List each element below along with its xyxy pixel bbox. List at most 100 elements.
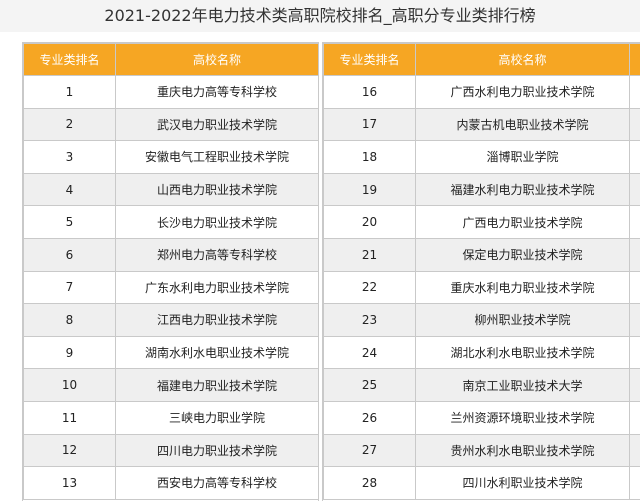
left-table-body: 1 重庆电力高等专科学校 2 武汉电力职业技术学院 3 安徽电气工程职业技术学院 4 山西电力… bbox=[23, 75, 318, 500]
rank-cell: 7 bbox=[23, 270, 116, 305]
rank-cell: 25 bbox=[323, 368, 416, 402]
extra-cell bbox=[629, 433, 640, 468]
school-name-cell: 重庆水利电力职业技术学院 bbox=[415, 270, 630, 305]
table-header-row: 专业类排名 高校名称 bbox=[23, 43, 318, 76]
rank-cell: 26 bbox=[323, 400, 416, 435]
rank-cell: 2 bbox=[23, 107, 116, 142]
rank-cell: 13 bbox=[23, 466, 116, 500]
school-name-cell: 广东水利电力职业技术学院 bbox=[115, 270, 318, 305]
school-name-cell: 兰州资源环境职业技术学院 bbox=[415, 400, 630, 435]
extra-cell bbox=[629, 368, 640, 402]
school-name-cell: 淄博职业学院 bbox=[415, 140, 630, 174]
school-name-cell: 重庆电力高等专科学校 bbox=[115, 75, 318, 109]
extra-cell bbox=[629, 75, 640, 109]
table-row: 11 三峡电力职业学院 bbox=[23, 400, 318, 435]
school-name-cell: 福建水利电力职业技术学院 bbox=[415, 172, 630, 207]
school-name-cell: 广西水利电力职业技术学院 bbox=[415, 75, 630, 109]
rank-cell: 23 bbox=[323, 303, 416, 337]
rank-cell: 17 bbox=[323, 107, 416, 142]
school-name-cell: 四川电力职业技术学院 bbox=[115, 433, 318, 468]
school-name-cell: 郑州电力高等专科学校 bbox=[115, 237, 318, 272]
rank-cell: 11 bbox=[23, 400, 116, 435]
rank-cell: 12 bbox=[23, 433, 116, 468]
school-name-cell: 武汉电力职业技术学院 bbox=[115, 107, 318, 142]
school-name-cell: 内蒙古机电职业技术学院 bbox=[415, 107, 630, 142]
school-name-cell: 长沙电力职业技术学院 bbox=[115, 205, 318, 239]
school-name-cell: 福建电力职业技术学院 bbox=[115, 368, 318, 402]
table-row: 27 贵州水利水电职业技术学院 bbox=[323, 433, 640, 468]
extra-cell bbox=[629, 205, 640, 239]
extra-cell bbox=[629, 400, 640, 435]
table-row: 21 保定电力职业技术学院 bbox=[323, 237, 640, 272]
table-row: 19 福建水利电力职业技术学院 bbox=[323, 172, 640, 207]
school-name-cell: 保定电力职业技术学院 bbox=[415, 237, 630, 272]
table-row: 6 郑州电力高等专科学校 bbox=[23, 237, 318, 272]
left-ranking-table: 专业类排名 高校名称 1 重庆电力高等专科学校 2 武汉电力职业技术学院 3 安徽电气工程… bbox=[23, 43, 318, 500]
rank-cell: 9 bbox=[23, 335, 116, 370]
extra-column-header bbox=[629, 43, 640, 76]
table-row: 12 四川电力职业技术学院 bbox=[23, 433, 318, 468]
table-row: 10 福建电力职业技术学院 bbox=[23, 368, 318, 402]
rank-cell: 21 bbox=[323, 237, 416, 272]
left-ranking-table-container: 专业类排名 高校名称 1 重庆电力高等专科学校 2 武汉电力职业技术学院 3 安徽电气工程… bbox=[22, 42, 319, 501]
rank-cell: 8 bbox=[23, 303, 116, 337]
extra-cell bbox=[629, 335, 640, 370]
school-name-cell: 山西电力职业技术学院 bbox=[115, 172, 318, 207]
table-header-row: 专业类排名 高校名称 bbox=[323, 43, 640, 76]
rank-cell: 22 bbox=[323, 270, 416, 305]
table-row: 25 南京工业职业技术大学 bbox=[323, 368, 640, 402]
extra-cell bbox=[629, 172, 640, 207]
table-row: 9 湖南水利水电职业技术学院 bbox=[23, 335, 318, 370]
table-row: 13 西安电力高等专科学校 bbox=[23, 466, 318, 500]
school-name-cell: 湖南水利水电职业技术学院 bbox=[115, 335, 318, 370]
rank-cell: 6 bbox=[23, 237, 116, 272]
extra-cell bbox=[629, 466, 640, 500]
rank-cell: 27 bbox=[323, 433, 416, 468]
school-name-cell: 广西电力职业技术学院 bbox=[415, 205, 630, 239]
table-row: 20 广西电力职业技术学院 bbox=[323, 205, 640, 239]
rank-cell: 20 bbox=[323, 205, 416, 239]
table-row: 23 柳州职业技术学院 bbox=[323, 303, 640, 337]
rank-cell: 3 bbox=[23, 140, 116, 174]
table-row: 3 安徽电气工程职业技术学院 bbox=[23, 140, 318, 174]
right-ranking-table: 专业类排名 高校名称 16 广西水利电力职业技术学院 17 内蒙古机电职业技术学院 18… bbox=[323, 43, 640, 500]
school-column-header: 高校名称 bbox=[115, 43, 318, 76]
rank-cell: 18 bbox=[323, 140, 416, 174]
rank-cell: 19 bbox=[323, 172, 416, 207]
table-row: 8 江西电力职业技术学院 bbox=[23, 303, 318, 337]
extra-cell bbox=[629, 107, 640, 142]
table-row: 1 重庆电力高等专科学校 bbox=[23, 75, 318, 109]
school-name-cell: 西安电力高等专科学校 bbox=[115, 466, 318, 500]
extra-cell bbox=[629, 140, 640, 174]
rank-column-header: 专业类排名 bbox=[23, 43, 116, 76]
table-row: 7 广东水利电力职业技术学院 bbox=[23, 270, 318, 305]
table-row: 18 淄博职业学院 bbox=[323, 140, 640, 174]
table-row: 22 重庆水利电力职业技术学院 bbox=[323, 270, 640, 305]
table-row: 16 广西水利电力职业技术学院 bbox=[323, 75, 640, 109]
right-ranking-table-container: 专业类排名 高校名称 16 广西水利电力职业技术学院 17 内蒙古机电职业技术学院 18… bbox=[322, 42, 640, 501]
rank-cell: 1 bbox=[23, 75, 116, 109]
school-name-cell: 安徽电气工程职业技术学院 bbox=[115, 140, 318, 174]
school-name-cell: 三峡电力职业学院 bbox=[115, 400, 318, 435]
rank-cell: 4 bbox=[23, 172, 116, 207]
rank-cell: 10 bbox=[23, 368, 116, 402]
school-name-cell: 四川水利职业技术学院 bbox=[415, 466, 630, 500]
rank-cell: 28 bbox=[323, 466, 416, 500]
table-row: 4 山西电力职业技术学院 bbox=[23, 172, 318, 207]
table-row: 24 湖北水利水电职业技术学院 bbox=[323, 335, 640, 370]
school-name-cell: 湖北水利水电职业技术学院 bbox=[415, 335, 630, 370]
school-column-header: 高校名称 bbox=[415, 43, 630, 76]
school-name-cell: 柳州职业技术学院 bbox=[415, 303, 630, 337]
school-name-cell: 贵州水利水电职业技术学院 bbox=[415, 433, 630, 468]
table-row: 17 内蒙古机电职业技术学院 bbox=[323, 107, 640, 142]
table-row: 28 四川水利职业技术学院 bbox=[323, 466, 640, 500]
table-row: 2 武汉电力职业技术学院 bbox=[23, 107, 318, 142]
rank-cell: 5 bbox=[23, 205, 116, 239]
rank-cell: 16 bbox=[323, 75, 416, 109]
extra-cell bbox=[629, 303, 640, 337]
right-table-body: 16 广西水利电力职业技术学院 17 内蒙古机电职业技术学院 18 淄博职业学院 19 福建水… bbox=[323, 75, 640, 500]
extra-cell bbox=[629, 270, 640, 305]
school-name-cell: 南京工业职业技术大学 bbox=[415, 368, 630, 402]
rank-cell: 24 bbox=[323, 335, 416, 370]
